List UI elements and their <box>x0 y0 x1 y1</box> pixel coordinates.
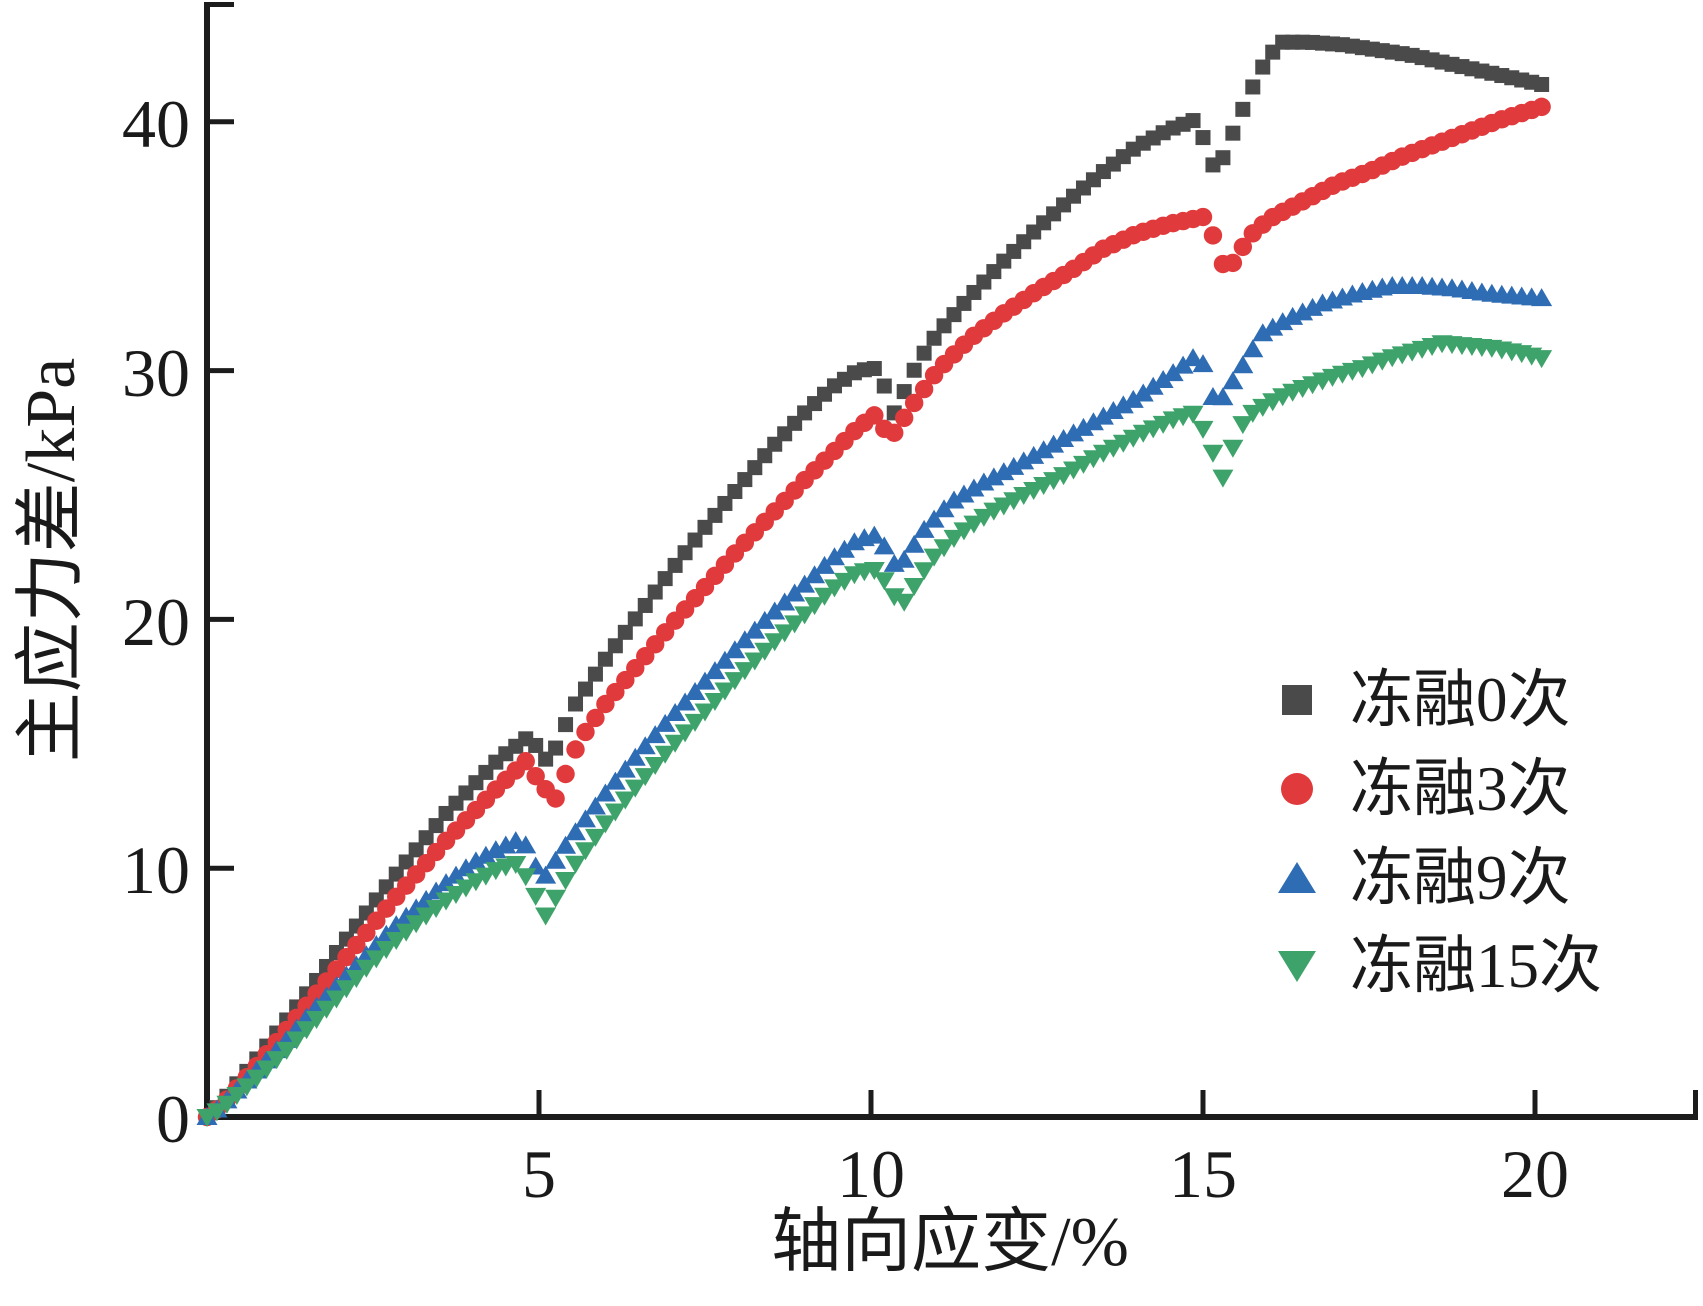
legend-square-marker-icon <box>1282 685 1312 715</box>
legend-label: 冻融15次 <box>1350 931 1602 1001</box>
y-tick-label-0: 0 <box>156 1081 190 1157</box>
x-tick-label-5: 5 <box>522 1136 556 1212</box>
x-tick-label-15: 15 <box>1169 1136 1237 1212</box>
axis-ticks <box>207 2 1698 1117</box>
legend-circle-marker-icon <box>1281 773 1313 805</box>
y-tick-label-40: 40 <box>122 86 190 162</box>
y-tick-label-20: 20 <box>122 584 190 660</box>
x-tick-label-20: 20 <box>1501 1136 1569 1212</box>
series-3-markers <box>196 335 1553 1127</box>
axes <box>204 2 1698 1120</box>
x-axis-title: 轴向应变/% <box>771 1204 1129 1281</box>
x-tick-label-10: 10 <box>837 1136 905 1212</box>
legend-label: 冻融0次 <box>1350 665 1571 735</box>
series-1-markers <box>197 97 1551 1127</box>
legend-label: 冻融9次 <box>1350 843 1571 913</box>
series-2-markers <box>196 276 1553 1125</box>
y-tick-label-30: 30 <box>122 335 190 411</box>
legend-label: 冻融3次 <box>1350 754 1571 824</box>
y-axis-title: 主应力差/kPa <box>13 357 90 763</box>
y-tick-label-10: 10 <box>122 832 190 908</box>
